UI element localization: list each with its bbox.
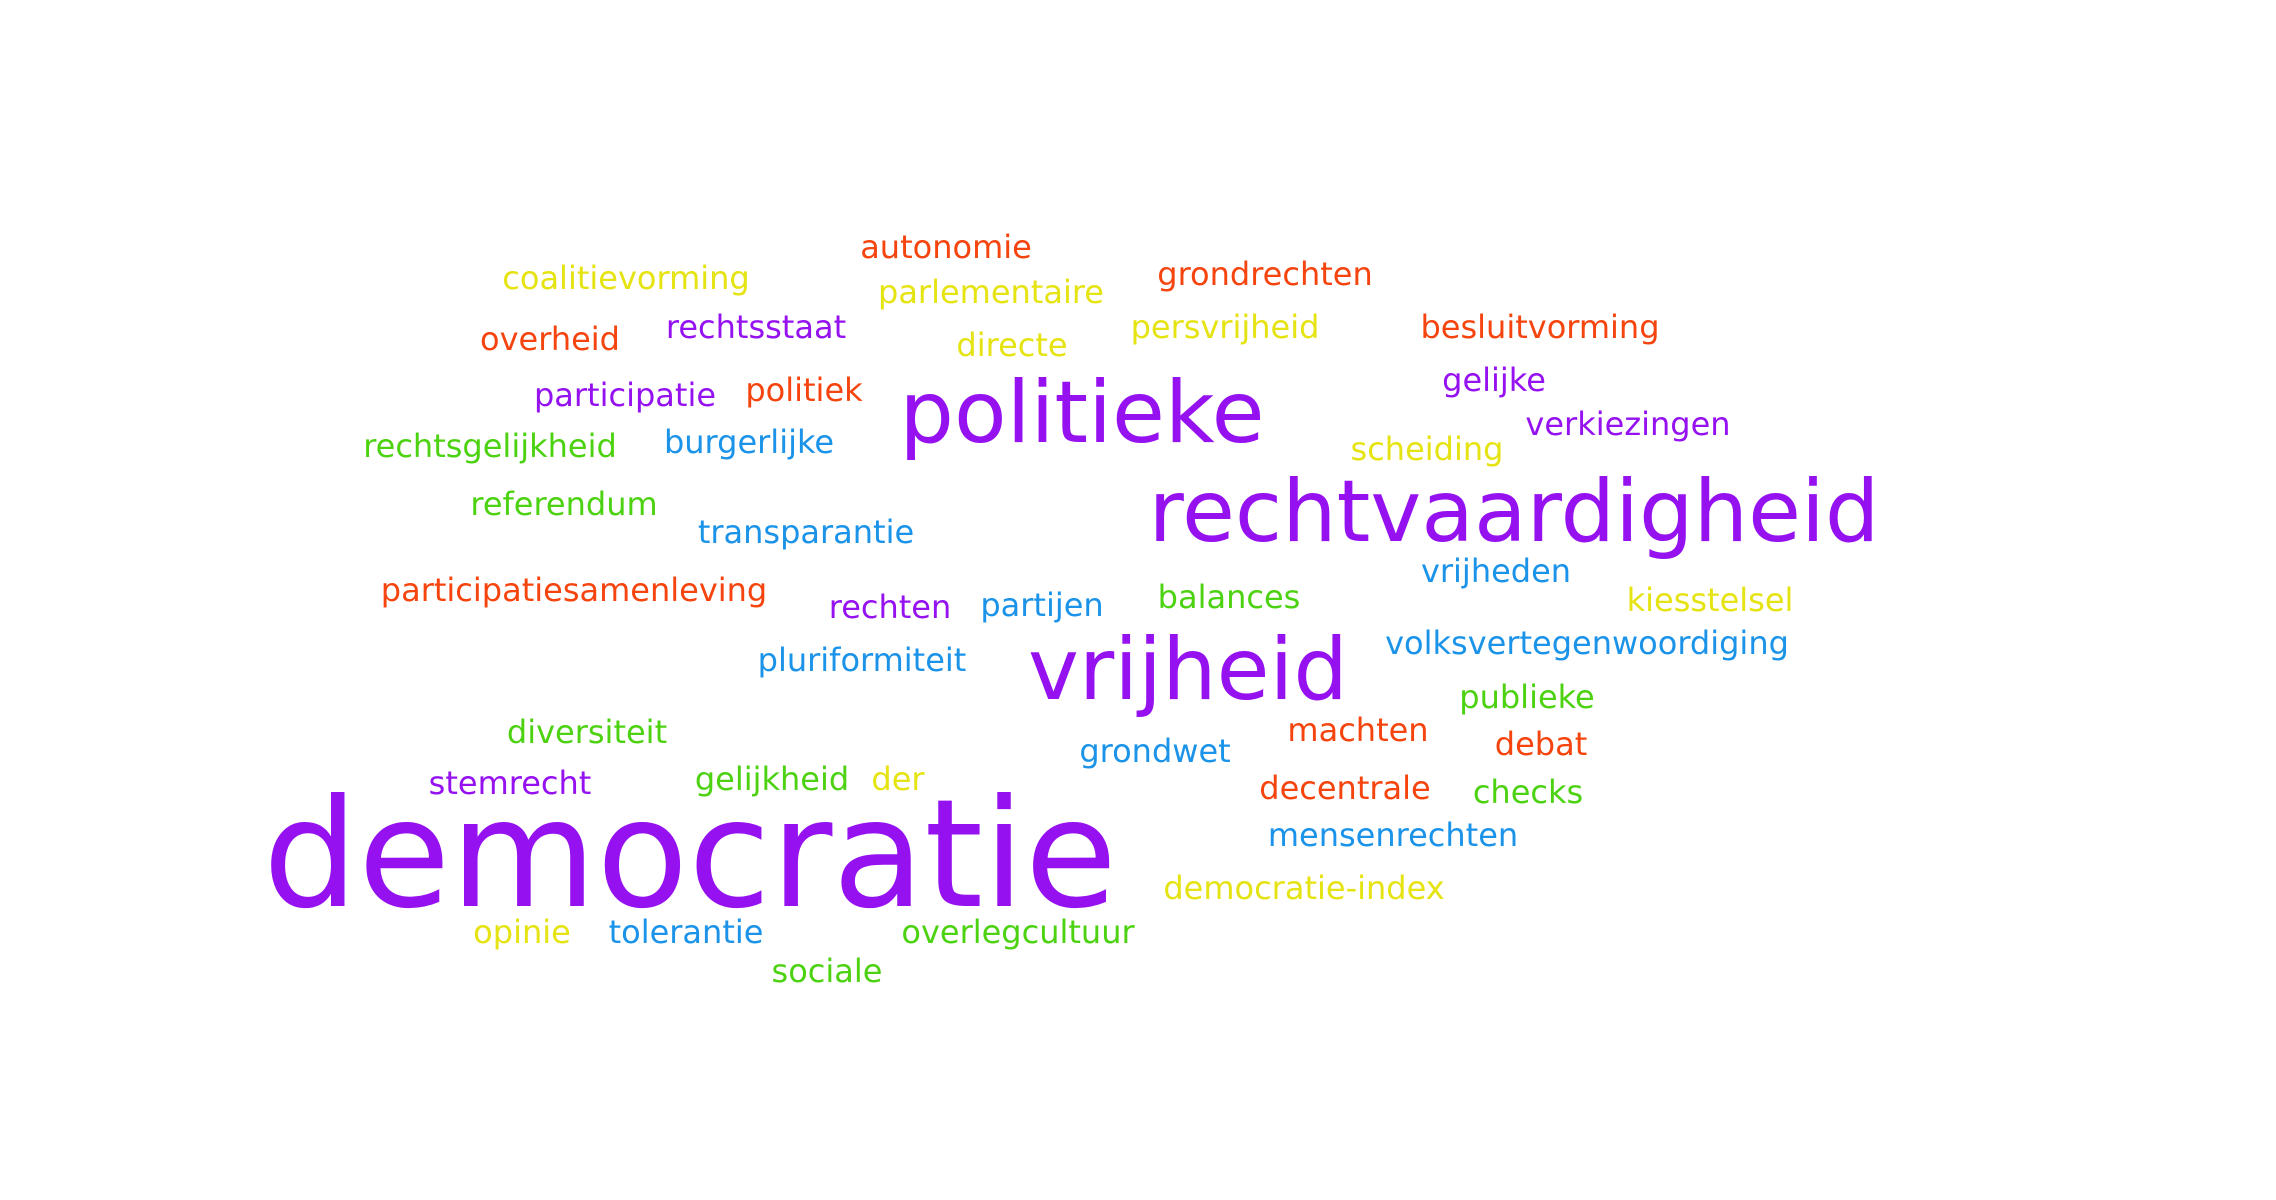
word-democratie: democratie — [262, 768, 1118, 942]
word-participatie: participatie — [533, 376, 717, 414]
word-coalitievorming: coalitievorming — [502, 259, 750, 297]
word-balances: balances — [1157, 578, 1301, 616]
word-debat: debat — [1494, 725, 1588, 763]
word-gelijke: gelijke — [1442, 361, 1546, 399]
word-volksvertegenwoordiging: volksvertegenwoordiging — [1385, 624, 1789, 662]
word-parlementaire: parlementaire — [878, 273, 1104, 311]
word-verkiezingen: verkiezingen — [1525, 405, 1731, 443]
word-sociale: sociale — [771, 952, 883, 990]
word-machten: machten — [1287, 711, 1429, 749]
word-publieke: publieke — [1459, 678, 1595, 716]
word-decentrale: decentrale — [1259, 769, 1431, 807]
word-tolerantie: tolerantie — [608, 913, 764, 951]
word-overheid: overheid — [480, 320, 620, 358]
word-diversiteit: diversiteit — [506, 713, 668, 751]
word-grondrechten: grondrechten — [1157, 255, 1373, 293]
word-rechtsgelijkheid: rechtsgelijkheid — [363, 427, 617, 465]
word-directe: directe — [956, 326, 1068, 364]
word-gelijkheid: gelijkheid — [694, 760, 850, 798]
word-politiek: politiek — [745, 371, 863, 409]
word-persvrijheid: persvrijheid — [1130, 308, 1320, 346]
word-democratie-index: democratie-index — [1163, 869, 1445, 907]
word-pluriformiteit: pluriformiteit — [757, 641, 967, 679]
word-politieke: politieke — [899, 363, 1265, 463]
word-scheiding: scheiding — [1350, 430, 1504, 468]
word-transparantie: transparantie — [697, 513, 915, 551]
word-kiesstelsel: kiesstelsel — [1626, 581, 1794, 619]
word-stemrecht: stemrecht — [428, 764, 592, 802]
word-rechtvaardigheid: rechtvaardigheid — [1148, 462, 1880, 562]
word-besluitvorming: besluitvorming — [1420, 308, 1660, 346]
word-rechten: rechten — [828, 588, 952, 626]
word-participatiesamenleving: participatiesamenleving — [380, 571, 768, 609]
word-vrijheid: vrijheid — [1028, 620, 1348, 720]
word-opinie: opinie — [473, 913, 571, 951]
word-referendum: referendum — [470, 485, 658, 523]
word-mensenrechten: mensenrechten — [1267, 816, 1519, 854]
word-burgerlijke: burgerlijke — [663, 423, 835, 461]
word-der: der — [871, 760, 925, 798]
word-checks: checks — [1472, 773, 1584, 811]
word-partijen: partijen — [980, 586, 1104, 624]
word-autonomie: autonomie — [860, 228, 1032, 266]
word-overlegcultuur: overlegcultuur — [901, 913, 1135, 951]
word-vrijheden: vrijheden — [1420, 552, 1572, 590]
word-grondwet: grondwet — [1079, 732, 1231, 770]
word-rechtsstaat: rechtsstaat — [665, 308, 847, 346]
